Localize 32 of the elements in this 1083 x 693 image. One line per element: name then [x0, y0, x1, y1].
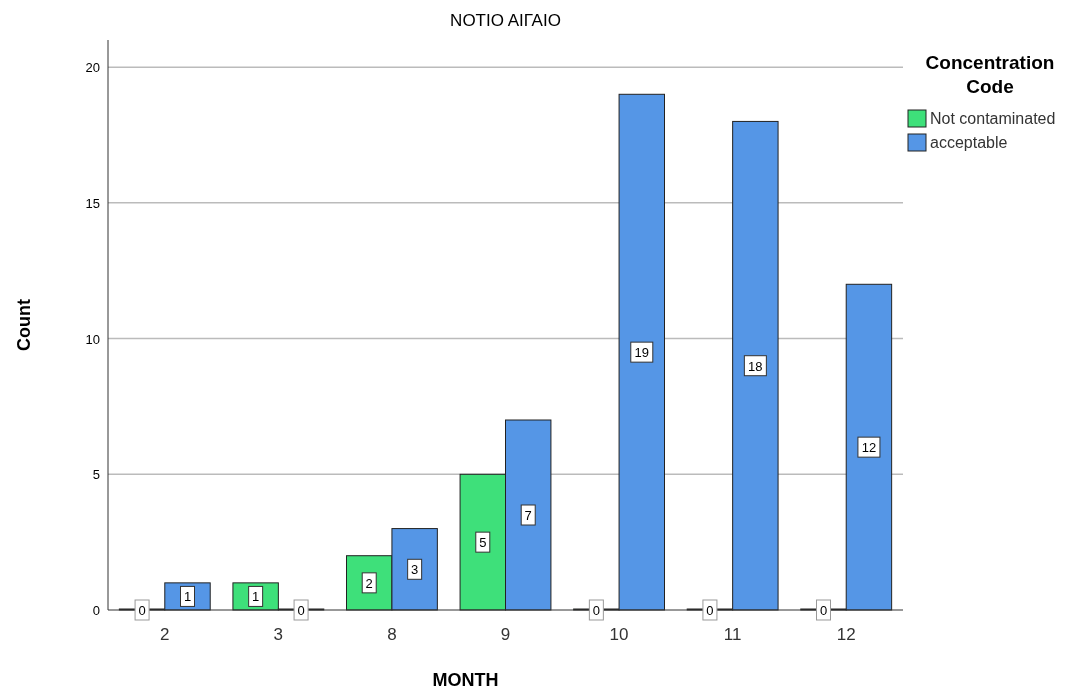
- data-label: 18: [748, 358, 763, 374]
- data-label: 12: [861, 440, 877, 456]
- data-label: 0: [138, 603, 146, 618]
- legend-label: acceptable: [930, 134, 1008, 151]
- data-label: 19: [634, 345, 650, 361]
- y-axis-title: Count: [14, 299, 34, 351]
- x-tick-label: 2: [160, 625, 170, 644]
- data-label: 7: [524, 508, 532, 523]
- y-tick-label: 10: [85, 331, 100, 347]
- data-label: 2: [365, 575, 373, 591]
- data-label: 0: [297, 603, 305, 618]
- data-label: 3: [411, 562, 419, 578]
- x-tick-label: 3: [273, 625, 284, 644]
- data-label: 1: [183, 589, 192, 605]
- x-tick-label: 9: [500, 625, 511, 644]
- legend-title: Concentration Code: [925, 52, 1055, 97]
- chart-title: ΝΟΤΙΟ ΑΙΓΑΙΟ: [450, 11, 561, 30]
- data-label: 0: [592, 603, 600, 618]
- data-label: 5: [479, 535, 487, 551]
- x-axis-title: MONTH: [432, 670, 499, 690]
- y-tick-label: 15: [85, 195, 100, 211]
- y-tick-label: 20: [85, 60, 100, 76]
- data-label: 0: [706, 603, 714, 618]
- x-tick-label: 12: [836, 625, 856, 644]
- x-tick-label: 10: [609, 625, 629, 644]
- x-tick-label: 11: [723, 625, 742, 644]
- data-label: 0: [819, 603, 828, 618]
- y-tick-label: 5: [92, 467, 100, 483]
- x-tick-label: 8: [387, 625, 397, 644]
- legend-label: Not contaminated: [930, 110, 1056, 127]
- y-tick-label: 0: [92, 603, 100, 618]
- data-label: 1: [252, 589, 260, 605]
